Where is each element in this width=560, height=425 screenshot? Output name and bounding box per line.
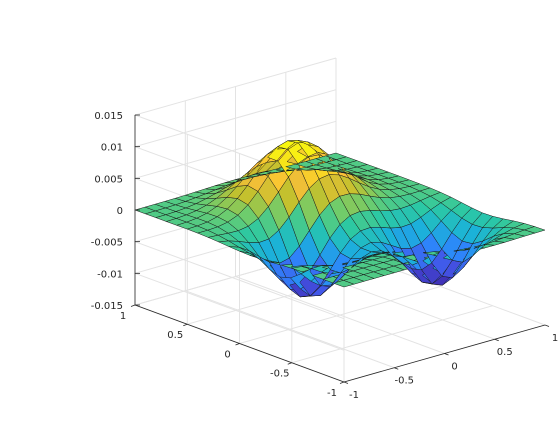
y-tick-label: -0.5 [270,369,290,380]
x-tick [494,338,499,342]
surface-face [524,226,546,234]
z-tick-label: -0.01 [97,269,123,280]
x-tick-label: 1 [552,333,558,344]
y-tick-label: 1 [120,311,126,322]
y-tick [339,381,345,384]
x-tick-label: 0 [451,361,457,372]
y-tick [183,323,188,327]
x-tick [444,353,449,356]
z-tick-label: -0.005 [91,238,123,249]
z-tick-label: 0 [117,206,123,217]
x-tick [394,367,399,370]
y-tick [235,343,240,346]
y-tick-label: -1 [327,388,337,399]
surface-layer [134,140,546,298]
z-tick-label: 0.015 [94,111,123,122]
y-tick-label: 0.5 [167,330,183,341]
x-tick-label: -0.5 [394,376,414,387]
x-tick-label: -1 [349,390,359,401]
axes-layer [130,114,550,384]
x-tick-label: 0.5 [497,347,513,358]
x-tick [343,381,349,384]
y-tick [287,362,292,365]
tick-labels-layer: -1-0.500.51-1-0.500.51-0.015-0.01-0.0050… [91,111,558,401]
z-tick-label: 0.005 [94,174,123,185]
y-tick-label: 0 [224,349,230,360]
z-tick-label: 0.01 [101,143,123,154]
y-tick [130,304,136,307]
z-tick-label: -0.015 [91,301,123,312]
x-tick [544,324,550,327]
